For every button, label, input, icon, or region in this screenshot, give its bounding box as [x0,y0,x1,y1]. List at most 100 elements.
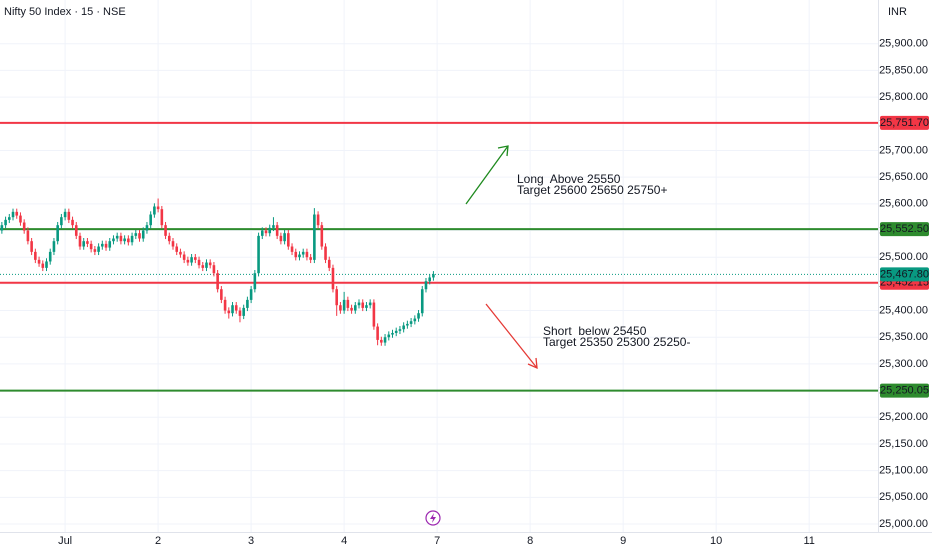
y-tick-label: 25,050.00 [879,491,928,503]
y-tick-label: 25,100.00 [879,465,928,477]
candle-body [104,243,108,248]
candle-body [357,302,361,306]
candle-body [260,230,264,236]
candle-body [56,225,59,242]
y-tick-label: 25,700.00 [879,144,928,156]
candle-body [63,211,67,218]
candle-body [353,305,357,311]
candle-body [283,233,286,242]
candle-body [205,262,208,268]
y-tick-label: 25,600.00 [879,198,928,210]
y-tick-label: 25,200.00 [879,411,928,423]
candle-body [15,211,19,216]
candle-body [22,222,26,231]
candle-body [130,235,134,243]
candle-body [216,273,219,290]
candle-body [342,299,346,311]
candle-body [227,310,231,314]
candle-body [182,254,186,260]
chart-title: Nifty 50 Index · 15 · NSE [4,6,126,18]
candle-body [268,227,272,234]
candle-body [48,251,52,262]
y-tick-label: 25,350.00 [879,331,928,343]
candle-body [368,302,372,306]
currency: INR [888,6,907,18]
candle-body [26,230,30,242]
candle-body [290,246,294,252]
candle-body [365,305,368,308]
candle-body [52,241,56,252]
candle-body [298,254,301,258]
candle-body [246,299,249,308]
candle-body [194,257,197,260]
candle-body [101,243,104,247]
candle-body [97,246,100,252]
candle-body [220,289,223,300]
x-tick-label: 4 [341,535,347,547]
candle-body [257,235,260,274]
annotation: Target 25350 25300 25250- [543,335,690,349]
grid [0,0,878,532]
y-tick-label: 25,300.00 [879,358,928,370]
y-tick-label: 25,500.00 [879,251,928,263]
candle-body [108,241,112,248]
level-label: 25,552.50 [880,223,929,235]
candle-body [301,251,305,255]
candle-body [93,249,97,252]
candle-body [134,233,138,236]
annotation: Short below 25450 [543,324,647,338]
candle-body [145,225,149,231]
y-tick-label: 25,150.00 [879,438,928,450]
candle-body [234,305,238,311]
candle-body [231,305,234,314]
candle-body [331,267,335,290]
candle-body [361,302,365,308]
candle-body [186,259,190,263]
candle-body [86,241,89,244]
candle-body [279,235,283,242]
candle-body [346,299,350,308]
candle-body [242,307,245,316]
candle-body [391,332,394,335]
candle-body [398,329,402,331]
candle-body [19,215,22,223]
candle-body [413,318,417,322]
long-arrow [465,145,509,205]
candle-body [119,235,123,242]
x-tick-label: 7 [434,535,440,547]
candle-body [409,321,413,324]
x-tick-label: 10 [710,535,722,547]
annotation: Target 25600 25650 25750+ [517,183,667,197]
candle-body [402,325,405,330]
candle-body [309,257,312,260]
candle-body [417,313,420,319]
level-label: 25,250.05 [880,384,929,396]
candle-body [432,274,435,278]
candle-body [115,235,119,239]
candle-body [171,241,175,247]
x-tick-label: 9 [620,535,626,547]
level-label: 25,751.70 [880,117,929,129]
level-tag [880,222,929,237]
candle-body [320,225,324,247]
y-tick-label: 25,400.00 [879,304,928,316]
candle-body [34,251,37,260]
y-tick-label: 25,850.00 [879,64,928,76]
candle-body [238,310,242,316]
x-tick-label: 3 [248,535,254,547]
candle-body [127,238,130,243]
candle-body [30,241,33,252]
annotation: Long Above 25550 [517,172,621,186]
candle-body [383,337,387,343]
event-icon[interactable] [425,510,441,526]
candle-body [324,246,327,260]
candle-body [387,334,391,338]
candle-body [376,326,379,340]
candle-body [67,211,71,220]
candle-body [313,214,316,260]
candle-body [372,302,376,327]
candle-body [212,265,216,274]
last-price-tag [880,267,929,282]
candle-body [141,230,145,239]
candle-body [153,206,156,215]
